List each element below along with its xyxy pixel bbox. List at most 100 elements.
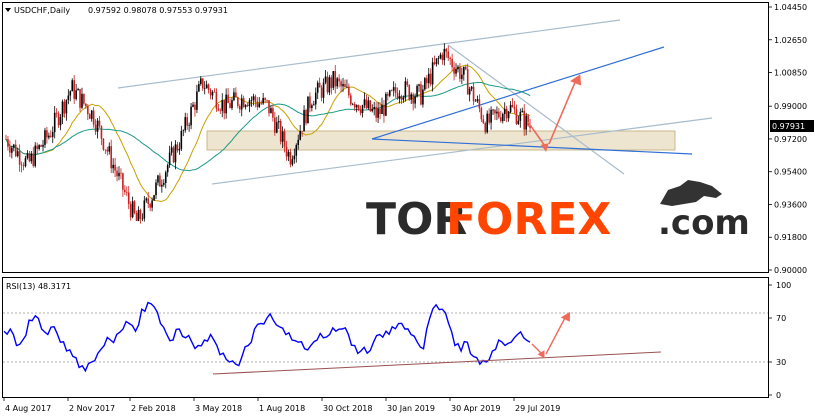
y-tick-label: 0.91800 (774, 233, 807, 242)
candle-body (26, 153, 29, 158)
candle-body (59, 117, 62, 126)
candle-body (422, 89, 424, 105)
candle-body (381, 104, 383, 115)
candle-body (445, 48, 448, 52)
candle-body (88, 114, 91, 119)
candle-body (112, 164, 114, 169)
candle-body (92, 110, 95, 125)
candle-body (233, 92, 235, 101)
candle-body (484, 123, 487, 133)
candle-body (470, 86, 473, 89)
candle-body (65, 99, 68, 114)
candle-body (254, 96, 257, 102)
candle-body (275, 122, 278, 133)
candle-body (387, 93, 389, 96)
candle-body (118, 172, 120, 177)
x-tick-label: 29 Jul 2019 (515, 404, 560, 413)
y-tick-label: 0.93600 (774, 200, 807, 209)
candle-body (129, 203, 132, 218)
candle-body (523, 110, 526, 130)
candle-body (139, 209, 142, 219)
candle-body (266, 99, 268, 101)
candle-body (373, 106, 375, 110)
candle-body (110, 146, 112, 169)
y-axis-main: 1.04450 1.02650 1.00850 0.99000 0.97200 0.954… (768, 3, 807, 275)
candle-body (459, 66, 461, 79)
candle-body (252, 96, 255, 101)
candle-body (379, 108, 381, 115)
rsi-tick-label: 30 (776, 358, 786, 367)
main-panel (2, 2, 769, 273)
x-axis: 4 Aug 2017 2 Nov 2017 2 Feb 2018 3 May 2018… (3, 397, 560, 413)
candle-body (511, 104, 514, 108)
candle-body (303, 110, 305, 132)
candle-body (272, 108, 274, 118)
candle-body (147, 198, 150, 204)
candle-body (375, 106, 377, 118)
candle-body (50, 135, 52, 137)
rsi-forecast-arrows (531, 315, 567, 355)
candle-body (494, 109, 496, 114)
ma-slow-line (5, 81, 531, 172)
descending-line (447, 44, 625, 175)
falling-wedge-line (371, 138, 693, 155)
channel-lower-line (211, 117, 713, 185)
candle-body (350, 95, 352, 105)
candle-body (515, 109, 518, 125)
candle-body (501, 113, 504, 122)
candle-body (240, 98, 243, 110)
candle-body (492, 109, 494, 111)
candle-body (133, 201, 136, 213)
candle-body (507, 112, 510, 119)
candle-body (529, 125, 531, 128)
candle-body (457, 66, 459, 70)
candle-body (229, 103, 231, 108)
candle-body (211, 91, 214, 96)
candle-body (285, 146, 288, 157)
candle-body (46, 130, 48, 138)
arrow-head-up (570, 74, 582, 86)
candle-body (322, 82, 325, 98)
candle-body (98, 120, 101, 126)
candle-body (190, 106, 192, 126)
rsi-line (3, 301, 531, 373)
candle-body (363, 99, 366, 106)
candle-body (318, 82, 321, 88)
candle-body (71, 80, 74, 92)
candle-body (336, 78, 338, 87)
candle-body (396, 92, 399, 99)
candle-body (394, 87, 397, 93)
candle-body (328, 77, 331, 93)
candle-body (289, 151, 292, 165)
candle-body (365, 99, 368, 109)
rsi-tick-label: 70 (776, 314, 786, 323)
candle-body (369, 100, 372, 112)
candle-body (519, 112, 522, 121)
candle-body (192, 104, 194, 107)
candle-body (227, 94, 229, 104)
candle-body (40, 145, 42, 147)
candle-body (340, 81, 342, 87)
candle-body (505, 108, 508, 119)
header-triangle-icon[interactable] (5, 8, 11, 12)
candle-body (274, 117, 276, 133)
candle-body (410, 94, 413, 100)
candle-body (73, 80, 75, 99)
candle-body (209, 89, 212, 96)
candle-body (161, 184, 163, 187)
candle-body (55, 112, 58, 114)
candle-body (334, 71, 337, 87)
x-tick-label: 1 Aug 2018 (259, 404, 305, 413)
rsi-panel (2, 277, 769, 398)
candle-body (447, 51, 450, 58)
x-tick-label: 2 Feb 2018 (131, 404, 176, 413)
candle-body (237, 97, 239, 107)
candle-body (449, 57, 451, 59)
candle-body (198, 84, 200, 92)
candle-body (309, 96, 311, 108)
candle-body (34, 145, 37, 166)
candle-body (488, 113, 490, 123)
candle-body (476, 99, 479, 102)
candle-body (244, 105, 247, 108)
candle-body (213, 91, 216, 93)
